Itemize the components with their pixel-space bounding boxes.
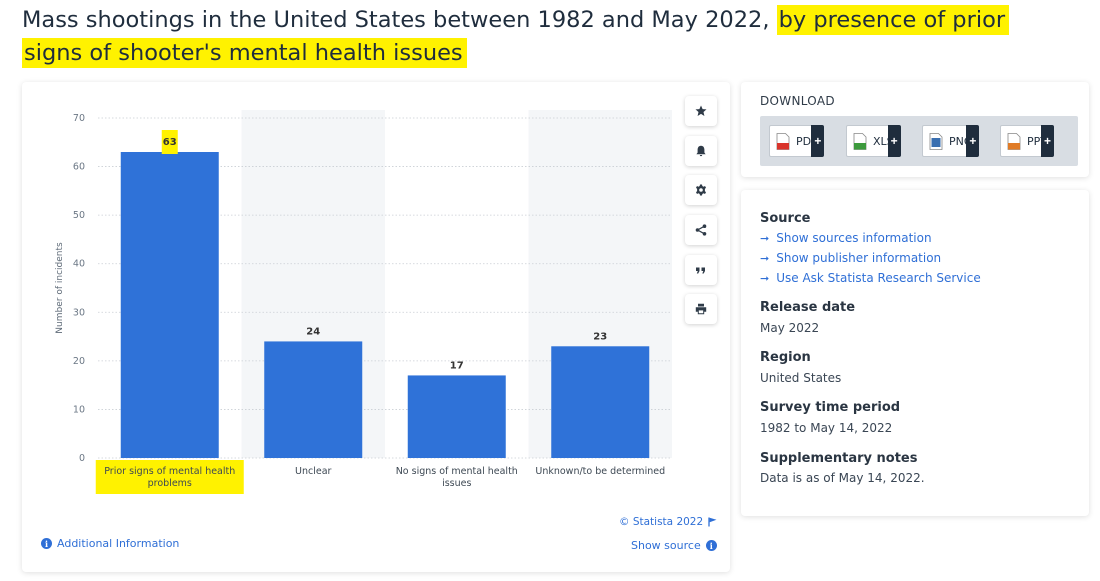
show-source-label: Show source [631,539,701,552]
survey-time-period-value: 1982 to May 14, 2022 [760,421,893,435]
download-card: DOWNLOAD PDF + XLS + PNG + PPT + [741,82,1089,177]
download-ppt-button[interactable]: PPT + [1000,125,1054,157]
download-xls-button[interactable]: XLS + [846,125,901,157]
download-pdf-button[interactable]: PDF + [769,125,825,157]
data-label: 23 [593,331,607,342]
png-file-icon [929,132,943,150]
xls-plus-icon: + [887,125,901,157]
x-tick-label: Prior signs of mental health [104,466,235,477]
additional-information-label: Additional Information [57,537,180,550]
bar-0 [120,152,219,458]
flag-icon [708,517,717,527]
ppt-plus-icon: + [1041,125,1054,157]
bar-3 [551,346,650,458]
bar-chart: 0 10 20 30 40 50 60 70 Number of incidents 63 Prio… [55,110,672,494]
y-tick-label: 60 [73,162,85,173]
chart-card: 0 10 20 30 40 50 60 70 Number of incidents 63 Prio… [22,82,730,572]
bar-1 [264,341,363,458]
supplementary-notes-heading: Supplementary notes [760,451,918,466]
copyright-text: © Statista 2022 [619,516,704,528]
region-value: United States [760,371,842,385]
print-button[interactable] [685,294,717,324]
show-publisher-information-label: Show publisher information [776,251,942,265]
category-label-highlight [95,460,244,494]
y-tick-label: 40 [73,259,85,270]
additional-information-link[interactable]: i Additional Information [41,537,179,550]
pdf-plus-icon: + [811,125,825,157]
quote-icon [696,267,705,274]
star-icon [695,105,707,116]
y-tick-label: 0 [79,453,85,464]
arrow-right-icon: ➞ [760,231,770,245]
y-tick-label: 10 [73,404,85,415]
page-title-main: Mass shootings in the United States betw… [22,7,777,33]
gear-icon [696,184,706,196]
show-publisher-information-link[interactable]: ➞ Show publisher information [760,251,941,265]
png-plus-icon: + [966,125,980,157]
info-icon: i [41,538,52,549]
bell-icon [696,145,706,157]
release-date-value: May 2022 [760,321,820,335]
download-png-button[interactable]: PNG + [922,125,980,157]
x-tick-label: problems [148,478,192,489]
statistic-details-card: Source ➞ Show sources information ➞ Show… [741,190,1089,516]
y-axis-label: Number of incidents [55,242,65,334]
arrow-right-icon: ➞ [760,271,770,285]
release-date-heading: Release date [760,300,856,315]
ask-statista-research-service-label: Use Ask Statista Research Service [776,271,981,285]
data-label-highlight [161,130,178,154]
ask-statista-research-service-link[interactable]: ➞ Use Ask Statista Research Service [760,271,981,285]
page-title: Mass shootings in the United States betw… [22,4,1082,70]
favorite-button[interactable] [685,96,717,126]
share-icon [695,224,707,236]
show-sources-information-link[interactable]: ➞ Show sources information [760,231,932,245]
arrow-right-icon: ➞ [760,251,770,265]
data-label: 24 [306,326,320,337]
notification-button[interactable] [685,136,717,166]
page-title-highlight-1: by presence of prior [776,5,1010,35]
show-source-link[interactable]: Show source i [631,539,717,552]
ppt-file-icon [1007,132,1021,150]
region-heading: Region [760,350,811,365]
x-tick-label: No signs of mental health [396,466,518,477]
settings-button[interactable] [685,175,717,205]
page-title-highlight-2: signs of shooter's mental health issues [22,38,467,68]
y-tick-label: 20 [73,356,85,367]
y-tick-label: 70 [73,113,85,124]
show-sources-information-label: Show sources information [776,231,932,245]
survey-time-period-heading: Survey time period [760,400,901,415]
pdf-file-icon [776,132,790,150]
bar-2 [407,375,506,458]
x-tick-label: Unknown/to be determined [535,466,665,477]
statista-copyright[interactable]: © Statista 2022 [619,516,717,528]
source-heading: Source [760,211,811,226]
y-tick-label: 50 [73,210,85,221]
info-icon: i [705,540,717,551]
x-tick-label: issues [442,478,471,489]
y-tick-label: 30 [73,307,85,318]
download-bar: PDF + XLS + PNG + PPT + [760,116,1078,166]
share-button[interactable] [685,215,717,245]
data-label: 63 [163,137,177,148]
data-label: 17 [450,360,464,371]
supplementary-notes-value: Data is as of May 14, 2022. [760,471,925,485]
download-title: DOWNLOAD [760,94,835,108]
xls-file-icon [853,132,867,150]
cite-button[interactable] [685,255,717,285]
print-icon [695,303,707,315]
x-tick-label: Unclear [295,466,332,477]
